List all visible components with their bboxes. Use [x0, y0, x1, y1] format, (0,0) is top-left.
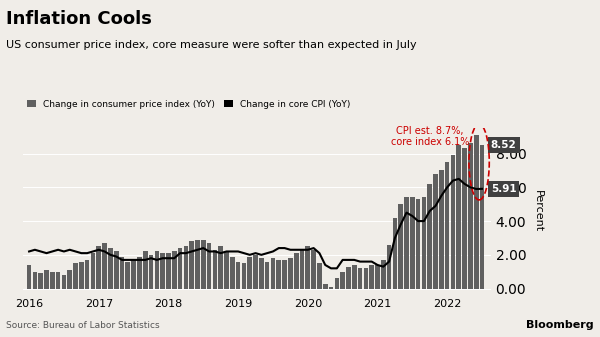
Text: 8.52: 8.52 — [491, 140, 517, 150]
Bar — [247, 256, 252, 288]
Bar — [294, 253, 299, 288]
Bar — [358, 268, 362, 288]
Bar — [149, 255, 154, 288]
Bar — [299, 250, 304, 288]
Bar — [102, 243, 107, 288]
Bar — [44, 270, 49, 288]
Bar — [468, 144, 473, 288]
Bar — [329, 287, 334, 288]
Bar — [311, 250, 316, 288]
Bar — [416, 199, 421, 288]
Bar — [282, 260, 287, 288]
Bar — [172, 251, 176, 288]
Bar — [67, 270, 72, 288]
Bar — [271, 258, 275, 288]
Bar — [305, 246, 310, 288]
Bar — [131, 260, 136, 288]
Bar — [114, 251, 119, 288]
Bar — [317, 263, 322, 288]
Bar — [119, 256, 124, 288]
Bar — [462, 149, 467, 288]
Bar — [381, 260, 386, 288]
Bar — [439, 171, 443, 288]
Bar — [410, 197, 415, 288]
Bar — [207, 243, 211, 288]
Bar — [178, 248, 182, 288]
Bar — [73, 263, 78, 288]
Bar — [50, 272, 55, 288]
Bar — [236, 262, 241, 288]
Bar — [457, 145, 461, 288]
Bar — [352, 265, 356, 288]
Bar — [392, 218, 397, 288]
Text: Source: Bureau of Labor Statistics: Source: Bureau of Labor Statistics — [6, 321, 160, 330]
Text: US consumer price index, core measure were softer than expected in July: US consumer price index, core measure we… — [6, 40, 416, 51]
Bar — [427, 184, 432, 288]
Bar — [265, 262, 269, 288]
Bar — [259, 258, 263, 288]
Bar — [212, 250, 217, 288]
Bar — [91, 253, 95, 288]
Bar — [184, 246, 188, 288]
Bar — [79, 262, 83, 288]
Bar — [288, 258, 293, 288]
Bar — [38, 273, 43, 288]
Bar — [404, 197, 409, 288]
Bar — [451, 155, 455, 288]
Bar — [160, 253, 165, 288]
Bar — [474, 135, 479, 288]
Text: 5.91: 5.91 — [491, 184, 517, 194]
Bar — [143, 251, 148, 288]
Bar — [479, 145, 484, 288]
Bar — [97, 246, 101, 288]
Y-axis label: Percent: Percent — [533, 190, 543, 232]
Bar — [323, 283, 328, 288]
Text: CPI est. 8.7%,
core index 6.1%: CPI est. 8.7%, core index 6.1% — [391, 126, 469, 148]
Bar — [445, 162, 449, 288]
Text: Inflation Cools: Inflation Cools — [6, 10, 152, 28]
Bar — [108, 248, 113, 288]
Legend: Change in consumer price index (YoY), Change in core CPI (YoY): Change in consumer price index (YoY), Ch… — [23, 96, 354, 113]
Bar — [201, 240, 206, 288]
Bar — [364, 268, 368, 288]
Bar — [346, 267, 351, 288]
Bar — [56, 272, 61, 288]
Bar — [230, 256, 235, 288]
Bar — [340, 272, 345, 288]
Bar — [155, 251, 159, 288]
Bar — [125, 262, 130, 288]
Bar — [422, 197, 426, 288]
Bar — [387, 245, 391, 288]
Bar — [277, 260, 281, 288]
Bar — [218, 246, 223, 288]
Bar — [375, 265, 380, 288]
Bar — [27, 265, 31, 288]
Bar — [433, 174, 438, 288]
Bar — [242, 263, 246, 288]
Text: Bloomberg: Bloomberg — [526, 320, 594, 330]
Bar — [32, 272, 37, 288]
Bar — [166, 253, 171, 288]
Bar — [137, 256, 142, 288]
Bar — [62, 275, 66, 288]
Bar — [253, 255, 258, 288]
Bar — [85, 260, 89, 288]
Bar — [370, 265, 374, 288]
Bar — [398, 204, 403, 288]
Bar — [224, 251, 229, 288]
Bar — [335, 278, 339, 288]
Bar — [195, 240, 200, 288]
Bar — [190, 241, 194, 288]
